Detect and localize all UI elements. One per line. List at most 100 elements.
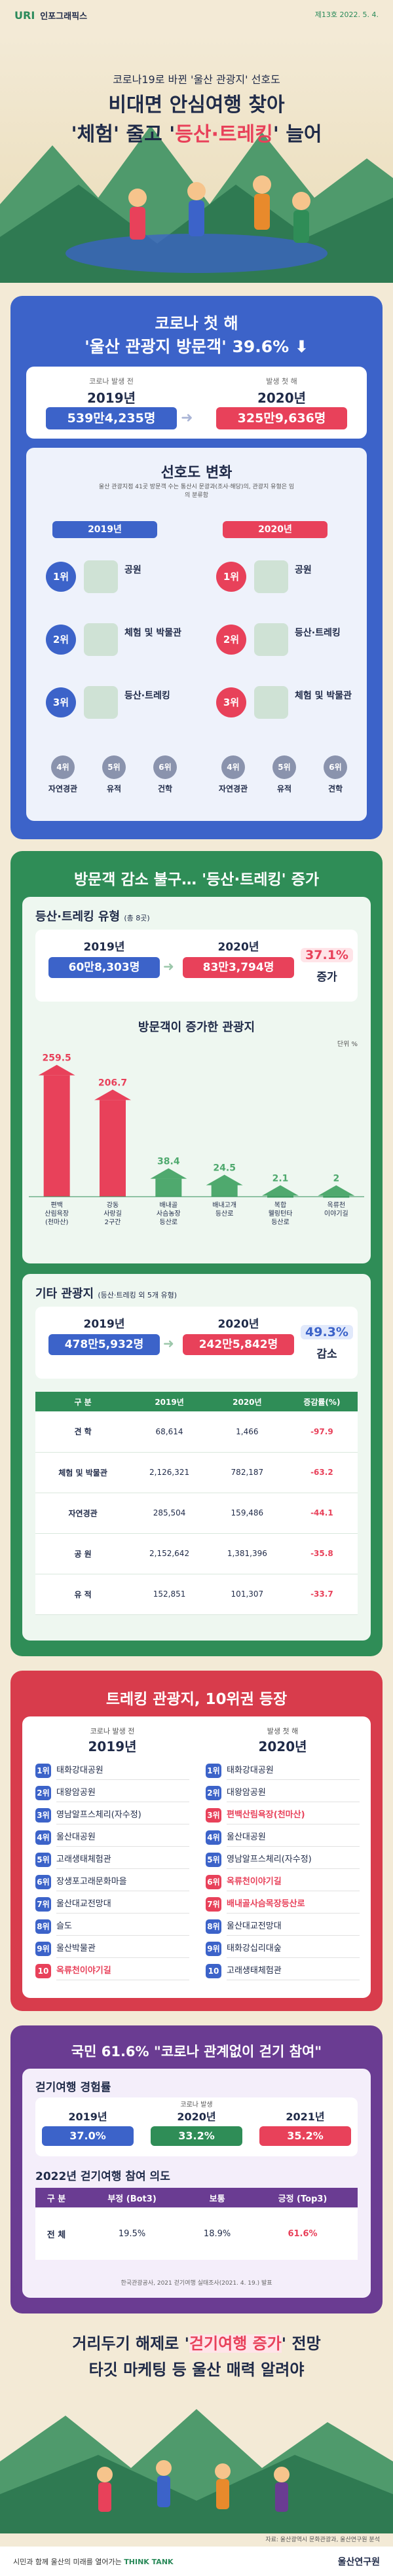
category-label: 이야기길 bbox=[324, 1209, 348, 1218]
top10-name: 태화강대공원 bbox=[227, 1762, 360, 1780]
category-label: 옥류천 bbox=[328, 1201, 346, 1209]
top10-name: 편백산림욕장(천마산) bbox=[227, 1807, 360, 1824]
increase-chart-title: 방문객이 증가한 관광지 bbox=[138, 1021, 255, 1034]
top10-row: 4위 울산대공원 bbox=[206, 1829, 360, 1847]
category-label: 등산로 bbox=[271, 1218, 290, 1226]
top10-rank-num: 6위 bbox=[206, 1875, 221, 1889]
other-table-cell: 68,614 bbox=[155, 1426, 183, 1436]
top10-row: 1위 태화강대공원 bbox=[35, 1762, 189, 1780]
attraction-icon bbox=[254, 686, 288, 719]
other-table-cell: 자연경관 bbox=[68, 1508, 98, 1518]
intent-neg-value: 19.5% bbox=[118, 2228, 146, 2239]
top10-row: 7위 울산대교전망대 bbox=[35, 1896, 189, 1914]
top10-rank-num: 1위 bbox=[206, 1764, 221, 1778]
top10-rank-num: 3위 bbox=[35, 1808, 51, 1823]
top10-row: 2위 대왕암공원 bbox=[35, 1785, 189, 1802]
rank-label: 공원 bbox=[295, 565, 312, 575]
section1-title1: 코로나 첫 해 bbox=[155, 314, 238, 333]
top10-row: 2위 대왕암공원 bbox=[206, 1785, 360, 1802]
top10-name: 영남알프스체리(자수정) bbox=[227, 1851, 360, 1869]
walk-y2: 2020년 bbox=[177, 2111, 216, 2123]
intent-pos-value: 61.6% bbox=[288, 2228, 318, 2239]
footer-bar bbox=[0, 2547, 393, 2576]
down-arrow-icon: ⬇ bbox=[294, 337, 309, 356]
top10-row: 9위 태화강십리대숲 bbox=[206, 1940, 360, 1958]
category-label: 산림욕장 bbox=[45, 1210, 69, 1218]
top10-name: 태화강대공원 bbox=[56, 1762, 189, 1780]
section-top10: 트레킹 관광지, 10위권 등장 코로나 발생 전 2019년 발생 첫 해 2… bbox=[10, 1671, 383, 2011]
other-pct-word: 감소 bbox=[316, 1348, 337, 1361]
issue-label: 제13호 2022. 5. 4. bbox=[314, 10, 379, 19]
top10-name: 울산대교전망대 bbox=[56, 1896, 189, 1914]
other-table-cell: -44.1 bbox=[310, 1508, 333, 1517]
top10-name: 옥류천이야기길 bbox=[56, 1963, 189, 1980]
other-table-cell: -35.8 bbox=[310, 1549, 333, 1558]
top10-rank-num: 2위 bbox=[206, 1786, 221, 1800]
other-table-cell: 2,126,321 bbox=[149, 1468, 190, 1477]
rank-badge: 1위 bbox=[216, 562, 246, 592]
other-table-cell: 2,152,642 bbox=[149, 1549, 190, 1558]
preference-note: 울산 관광지점 41곳 방문객 수는 통산시 문광과(조사·해당)의, 관광지 … bbox=[98, 484, 295, 499]
section3-title: 트레킹 관광지, 10위권 등장 bbox=[105, 1691, 288, 1708]
visitors-compare-card: 코로나 발생 전 2019년 539만4,235명 ➜ 발생 첫 해 2020년… bbox=[26, 367, 367, 439]
pref-item: 2위 체험 및 박물관 bbox=[46, 614, 190, 666]
small-rank-badge: 4위 bbox=[51, 755, 75, 779]
top10-left-year: 2019년 bbox=[88, 1739, 137, 1754]
top10-rank-num: 5위 bbox=[35, 1853, 51, 1867]
top10-rank-num: 10위 bbox=[35, 1964, 51, 1990]
mountain-illustration bbox=[0, 126, 393, 283]
top10-row: 10위 옥류천이야기길 bbox=[35, 1963, 189, 1990]
category-label: 복합 bbox=[274, 1201, 286, 1209]
intent-row-label: 전 체 bbox=[47, 2230, 66, 2240]
section-trekking-growth: 방문객 감소 불구… '등산·트레킹' 증가 등산·트레킹 유형 (총 8곳) … bbox=[10, 851, 383, 1656]
small-rank: 6위 견학 bbox=[312, 755, 359, 808]
other-value-2020: 242만5,842명 bbox=[183, 1334, 294, 1355]
top10-row: 6위 장생포고래문화마을 bbox=[35, 1874, 189, 1891]
bar-value-label: 38.4 bbox=[157, 1157, 180, 1167]
other-table-cell: 1,381,396 bbox=[227, 1549, 267, 1558]
pref-item: 2위 등산·트레킹 bbox=[216, 614, 360, 666]
other-table-cell: 782,187 bbox=[231, 1468, 264, 1477]
top10-name: 울산대공원 bbox=[56, 1829, 189, 1847]
walking-sub1: 걷기여행 경험률 bbox=[35, 2081, 111, 2094]
arrow-right-icon: ➜ bbox=[163, 958, 174, 974]
top10-name: 울산박물관 bbox=[56, 1940, 189, 1958]
top10-row: 5위 고래생태체험관 bbox=[35, 1851, 189, 1869]
top10-row: 10위 고래생태체험관 bbox=[206, 1963, 360, 1990]
pre-year: 2019년 bbox=[86, 390, 136, 406]
increase-chart-unit: 단위 % bbox=[337, 1041, 358, 1048]
top10-rank-num: 1위 bbox=[35, 1764, 51, 1778]
preference-card: 선호도 변화 울산 관광지점 41곳 방문객 수는 통산시 문광과(조사·해당)… bbox=[26, 448, 367, 821]
other-table-row: 자연경관 285,504 159,486 -44.1 bbox=[35, 1493, 358, 1533]
pref-item: 3위 체험 및 박물관 bbox=[216, 677, 360, 729]
pref-list-2020: 1위 공원 2위 등산·트레킹 3위 체험 및 박물관 bbox=[216, 551, 360, 748]
top10-rank-num: 8위 bbox=[206, 1919, 221, 1934]
bar bbox=[155, 1178, 182, 1197]
walk-y3: 2021년 bbox=[286, 2111, 325, 2123]
other-table-th: 구 분 bbox=[74, 1397, 92, 1407]
rank-badge: 2위 bbox=[46, 625, 76, 655]
top-bar bbox=[0, 0, 393, 34]
trekking-pct-word: 증가 bbox=[316, 971, 337, 984]
other-table-cell: 101,307 bbox=[231, 1589, 264, 1599]
bar-value-label: 2.1 bbox=[272, 1174, 289, 1184]
top10-row: 3위 영남알프스체리(자수정) bbox=[35, 1807, 189, 1824]
small-rank-badge: 4위 bbox=[221, 755, 245, 779]
top10-name: 슬도 bbox=[56, 1918, 189, 1936]
top10-row: 4위 울산대공원 bbox=[35, 1829, 189, 1847]
attraction-icon bbox=[84, 560, 118, 593]
attraction-icon bbox=[84, 623, 118, 656]
top10-rank-num: 7위 bbox=[206, 1897, 221, 1912]
rank-label: 체험 및 박물관 bbox=[295, 691, 352, 701]
top10-rank-num: 5위 bbox=[206, 1853, 221, 1867]
top10-right-pre: 발생 첫 해 bbox=[267, 1727, 299, 1735]
bar-arrowhead bbox=[206, 1174, 243, 1186]
section-walking: 국민 61.6% "코로나 관계없이 걷기 참여" 걷기여행 경험률 2019년… bbox=[10, 2025, 383, 2313]
trekking-compare: 2019년 60만8,303명 ➜ 2020년 83만3,794명 37.1% … bbox=[35, 930, 358, 1002]
intent-mid-value: 18.9% bbox=[203, 2228, 231, 2239]
top10-row: 9위 울산박물관 bbox=[35, 1940, 189, 1958]
walking-sub2: 2022년 걷기여행 참여 의도 bbox=[35, 2170, 170, 2183]
arrow-right-icon: ➜ bbox=[163, 1335, 174, 1351]
small-rank-badge: 6위 bbox=[153, 755, 177, 779]
top10-rank-num: 2위 bbox=[35, 1786, 51, 1800]
